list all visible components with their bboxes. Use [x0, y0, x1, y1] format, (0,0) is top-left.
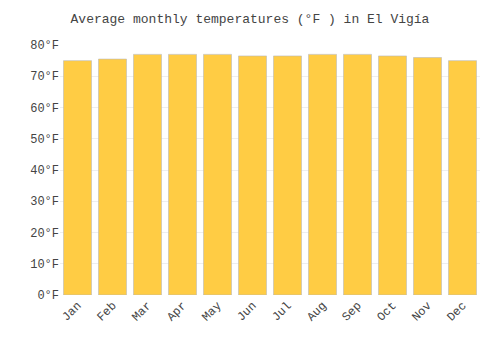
svg-text:May: May: [199, 299, 224, 324]
svg-text:Feb: Feb: [94, 299, 119, 324]
svg-text:20°F: 20°F: [30, 227, 59, 241]
svg-text:10°F: 10°F: [30, 258, 59, 272]
svg-text:Jul: Jul: [269, 299, 294, 324]
svg-text:Oct: Oct: [374, 299, 399, 324]
svg-text:Nov: Nov: [409, 299, 434, 324]
svg-text:Aug: Aug: [304, 299, 329, 324]
svg-text:80°F: 80°F: [30, 39, 59, 53]
svg-text:Apr: Apr: [164, 299, 189, 324]
svg-text:60°F: 60°F: [30, 102, 59, 116]
svg-text:40°F: 40°F: [30, 164, 59, 178]
svg-text:Dec: Dec: [444, 299, 469, 324]
svg-text:Jun: Jun: [234, 299, 259, 324]
svg-text:Average monthly temperatures (: Average monthly temperatures (°F ) in El…: [71, 12, 430, 27]
svg-text:50°F: 50°F: [30, 133, 59, 147]
svg-text:0°F: 0°F: [37, 289, 59, 303]
svg-text:Jan: Jan: [59, 299, 84, 324]
svg-text:30°F: 30°F: [30, 195, 59, 209]
svg-text:Mar: Mar: [129, 299, 154, 324]
svg-text:70°F: 70°F: [30, 70, 59, 84]
svg-text:Sep: Sep: [339, 299, 364, 324]
